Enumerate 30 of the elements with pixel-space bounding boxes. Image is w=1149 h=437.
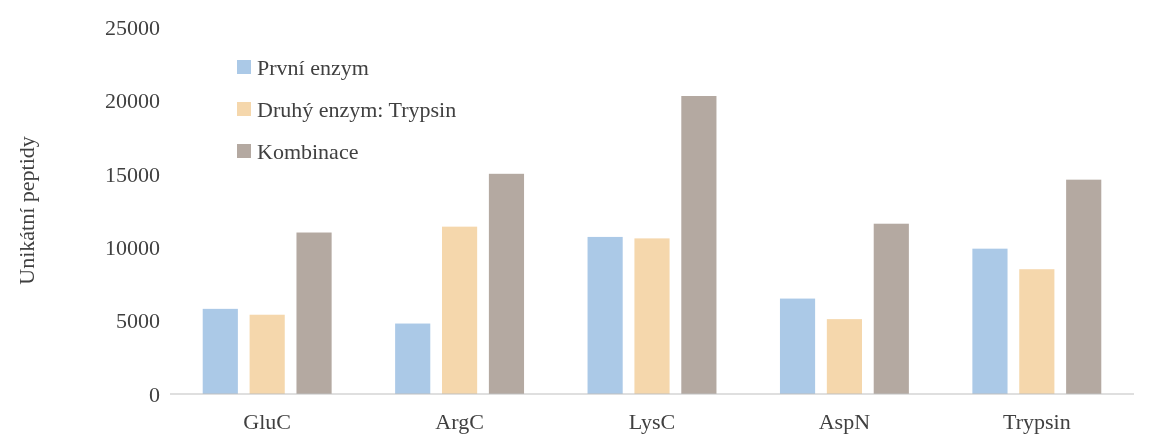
bar	[972, 248, 1008, 394]
bar	[826, 319, 862, 394]
y-tick-label: 5000	[116, 308, 160, 334]
bar	[873, 223, 909, 394]
bar	[202, 308, 238, 394]
bar	[442, 226, 478, 394]
bar	[1066, 179, 1102, 394]
y-tick-label: 25000	[105, 14, 160, 40]
legend-label: První enzym	[257, 54, 369, 80]
bar	[681, 96, 717, 394]
x-tick-label: AspN	[818, 409, 871, 434]
y-tick-label: 20000	[105, 88, 160, 114]
bar	[249, 314, 285, 394]
bar	[488, 173, 525, 394]
y-tick-label: 0	[149, 381, 160, 407]
bar	[1019, 269, 1055, 394]
x-tick-label: ArgC	[435, 409, 484, 434]
bar	[779, 298, 816, 394]
bar	[587, 236, 623, 394]
legend-label: Druhý enzym: Trypsin	[257, 96, 457, 122]
legend-label: Kombinace	[257, 138, 359, 164]
y-tick-label: 15000	[105, 161, 160, 187]
bar	[634, 238, 670, 394]
y-axis-title: Unikátní peptidy	[14, 136, 39, 285]
bar	[395, 323, 431, 394]
x-tick-label: GluC	[243, 409, 292, 434]
bar	[296, 232, 332, 394]
x-tick-label: Trypsin	[1002, 409, 1071, 434]
y-tick-label: 10000	[105, 234, 160, 260]
x-tick-label: LysC	[628, 409, 676, 434]
